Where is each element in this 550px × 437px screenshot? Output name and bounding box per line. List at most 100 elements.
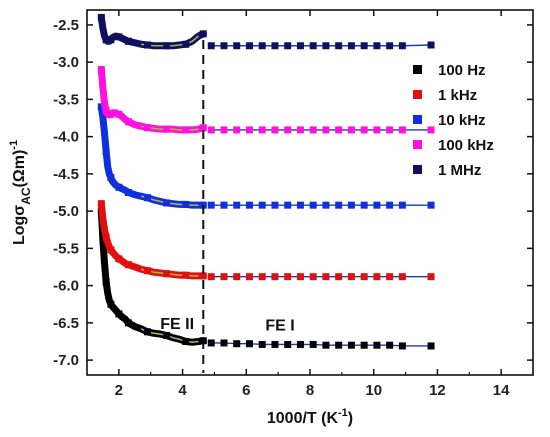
data-point: [386, 42, 394, 50]
data-point: [102, 278, 110, 286]
series-10-khz: [97, 103, 435, 209]
y-tick-label: -6.0: [53, 278, 79, 295]
series-100-hz: [97, 207, 435, 350]
y-tick-label: -7.0: [53, 352, 79, 369]
series-band: [97, 200, 207, 280]
data-point: [102, 36, 110, 44]
data-point: [271, 126, 279, 134]
legend-marker: [413, 90, 422, 99]
data-point: [322, 341, 330, 349]
data-point: [144, 328, 152, 336]
data-point: [199, 124, 207, 132]
data-point: [296, 273, 304, 281]
data-point: [163, 125, 171, 133]
data-point: [373, 273, 381, 281]
data-point: [207, 201, 215, 209]
data-point: [309, 340, 317, 348]
data-point: [258, 126, 266, 134]
data-point: [97, 13, 105, 21]
data-point: [124, 189, 132, 196]
data-point: [347, 126, 355, 134]
y-tick-label: -5.5: [53, 240, 79, 257]
data-point: [284, 42, 292, 50]
legend-label: 10 kHz: [438, 112, 486, 129]
data-point: [144, 194, 152, 202]
data-point: [398, 273, 406, 281]
data-point: [398, 201, 406, 209]
data-point: [115, 310, 123, 318]
y-axis-title: LogσAC(Ωm)-1: [8, 140, 33, 245]
data-point: [360, 273, 368, 281]
data-point: [97, 103, 105, 111]
data-point: [220, 201, 228, 209]
annotations: FE II FE I: [160, 316, 294, 334]
data-point: [124, 118, 132, 126]
data-point: [124, 37, 132, 45]
data-point: [144, 267, 152, 275]
data-point: [296, 201, 304, 209]
y-tick-label: -4.5: [53, 166, 79, 183]
data-point: [296, 340, 304, 348]
data-point: [245, 340, 253, 348]
data-point: [322, 273, 330, 281]
y-tick-label: -2.5: [53, 17, 79, 34]
data-point: [115, 110, 123, 118]
data-point: [386, 126, 394, 134]
data-point: [386, 201, 394, 209]
legend-label: 100 Hz: [438, 62, 486, 79]
data-point: [107, 246, 115, 254]
data-point: [182, 337, 190, 345]
axis-ticks: 2 4 6 8 10 12 14 -2.5 -3.0 -3.5 -4.0 -4.5 -5.0 -5.5 -6…: [53, 10, 534, 399]
series-100-khz: [97, 66, 435, 134]
legend-label: 100 kHz: [438, 137, 494, 154]
data-point: [258, 201, 266, 209]
data-point: [115, 183, 123, 191]
data-point: [233, 273, 241, 281]
data-series-group: [97, 13, 435, 350]
data-point: [398, 126, 406, 134]
data-point: [220, 126, 228, 134]
data-point: [107, 36, 115, 44]
data-point: [233, 126, 241, 134]
data-point: [373, 42, 381, 50]
data-point: [144, 124, 152, 132]
data-point: [296, 126, 304, 134]
y-tick-label: -6.5: [53, 315, 79, 332]
data-point: [115, 255, 123, 263]
data-point: [258, 42, 266, 50]
data-point: [107, 174, 115, 182]
data-point: [347, 273, 355, 281]
data-point: [124, 319, 132, 327]
data-point: [102, 148, 110, 156]
data-point: [271, 201, 279, 209]
data-point: [398, 42, 406, 50]
y-tick-label: -3.5: [53, 91, 79, 108]
fit-line-fe1: [211, 342, 432, 347]
data-point: [347, 341, 355, 349]
data-point: [182, 40, 190, 48]
data-point: [335, 201, 343, 209]
x-tick-label: 14: [493, 382, 510, 399]
x-axis-title: 1000/T (K-1): [267, 407, 353, 427]
data-point: [335, 126, 343, 134]
x-tick-label: 6: [242, 382, 250, 399]
x-tick-label: 4: [178, 382, 187, 399]
data-point: [245, 42, 253, 50]
data-point: [427, 342, 435, 350]
data-point: [322, 126, 330, 134]
data-point: [347, 201, 355, 209]
data-point: [335, 42, 343, 50]
data-point: [335, 341, 343, 349]
data-point: [360, 201, 368, 209]
data-point: [335, 273, 343, 281]
legend-marker: [413, 115, 422, 124]
data-point: [199, 272, 207, 280]
fit-line-fe1: [211, 44, 432, 47]
data-point: [199, 30, 207, 38]
data-point: [427, 41, 435, 49]
data-point: [398, 342, 406, 350]
data-point: [258, 273, 266, 281]
x-tick-label: 12: [429, 382, 446, 399]
data-point: [373, 341, 381, 349]
data-point: [233, 201, 241, 209]
